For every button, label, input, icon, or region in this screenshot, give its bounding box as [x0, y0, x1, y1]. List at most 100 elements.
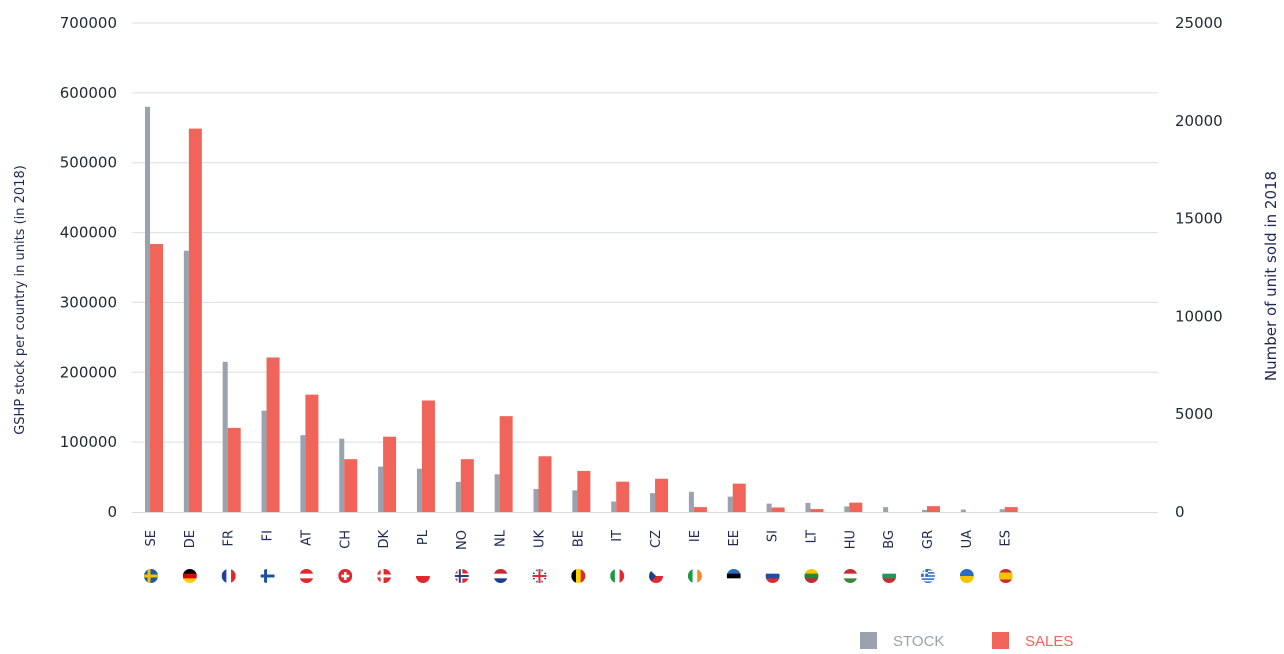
- category-label-lt: LT: [804, 530, 819, 543]
- category-label-ie: IE: [688, 530, 703, 542]
- sales-bar-gr: [927, 506, 940, 512]
- sales-bar-pl: [421, 400, 435, 512]
- category-label-si: SI: [766, 530, 781, 542]
- stock-bar-fr: [222, 361, 228, 512]
- flag-lt-icon: [804, 569, 819, 583]
- flag-at-icon: [299, 569, 314, 583]
- flag-si-icon: [765, 569, 780, 583]
- legend-swatch-stock: [860, 632, 877, 649]
- sales-bar-ee: [732, 483, 746, 512]
- sales-bar-lt: [810, 509, 824, 512]
- category-label-se: SE: [144, 530, 159, 546]
- bars: [145, 106, 1018, 512]
- category-label-de: DE: [183, 530, 198, 548]
- flag-de-icon: [182, 569, 197, 583]
- y-left-tick-label: 500000: [60, 154, 117, 172]
- category-label-no: NO: [455, 530, 470, 550]
- stock-bar-de: [183, 250, 189, 512]
- flag-ua-icon: [959, 569, 974, 583]
- category-label-it: IT: [610, 530, 625, 542]
- stock-bar-ee: [727, 496, 733, 512]
- y-left-tick-label: 600000: [60, 84, 117, 102]
- category-label-uk: UK: [533, 530, 548, 549]
- sales-bar-be: [577, 470, 591, 512]
- sales-bar-cz: [655, 478, 669, 512]
- flag-pl-icon: [415, 569, 430, 583]
- legend-label-stock: STOCK: [893, 633, 944, 649]
- sales-bar-fr: [227, 427, 241, 512]
- sales-bar-hu: [849, 502, 863, 512]
- category-label-pl: PL: [416, 529, 431, 545]
- category-label-fr: FR: [222, 530, 237, 547]
- stock-bar-lt: [805, 502, 811, 512]
- flag-cz-icon: [649, 569, 664, 583]
- flag-se-icon: [144, 569, 158, 583]
- flag-fi-icon: [260, 569, 275, 583]
- flag-no-icon: [454, 569, 469, 583]
- sales-bar-no: [460, 459, 474, 512]
- sales-bar-ie: [693, 507, 707, 512]
- flag-hu-icon: [843, 569, 858, 583]
- sales-bar-ch: [344, 459, 358, 512]
- category-label-dk: DK: [377, 530, 392, 549]
- category-label-be: BE: [571, 530, 586, 547]
- stock-bar-ie: [688, 491, 694, 512]
- y-right-tick-label: 10000: [1175, 307, 1223, 325]
- y-left-tick-label: 0: [107, 503, 117, 521]
- flag-ie-icon: [687, 569, 702, 583]
- y-right-tick-label: 20000: [1175, 112, 1223, 130]
- stock-bar-no: [455, 481, 461, 512]
- y-right-tick-label: 25000: [1175, 14, 1223, 32]
- sales-bar-at: [305, 394, 319, 512]
- sales-bar-es: [1004, 507, 1018, 512]
- sales-bar-fi: [266, 357, 280, 512]
- stock-bar-hu: [844, 506, 850, 512]
- flag-bg-icon: [882, 569, 897, 583]
- legend-swatch-sales: [992, 632, 1009, 649]
- legend-label-sales: SALES: [1025, 633, 1073, 649]
- y-left-tick-label: 400000: [60, 224, 117, 242]
- stock-bar-it: [611, 501, 617, 512]
- category-label-gr: GR: [921, 530, 936, 549]
- stock-bar-dk: [378, 466, 384, 512]
- stock-bar-pl: [416, 468, 422, 512]
- category-label-ua: UA: [960, 530, 975, 549]
- y-right-tick-label: 0: [1175, 503, 1185, 521]
- flag-nl-icon: [493, 569, 508, 583]
- stock-bar-cz: [650, 493, 656, 512]
- category-label-ee: EE: [727, 530, 742, 546]
- flag-ee-icon: [726, 569, 741, 583]
- y-right-tick-label: 5000: [1175, 405, 1213, 423]
- flag-fr-icon: [221, 569, 236, 583]
- legend: STOCK SALES: [860, 632, 1073, 650]
- flag-ch-icon: [338, 569, 353, 583]
- y-right-tick-label: 15000: [1175, 210, 1223, 228]
- category-label-fi: FI: [261, 530, 276, 541]
- category-label-hu: HU: [843, 530, 858, 549]
- y-left-tick-label: 300000: [60, 293, 117, 311]
- category-label-at: AT: [299, 530, 314, 546]
- stock-bar-ua: [960, 509, 966, 512]
- sales-bar-de: [188, 128, 202, 512]
- y-right-axis-label: Number of unit sold in 2018: [1262, 171, 1280, 381]
- y-left-tick-label: 100000: [60, 433, 117, 451]
- sales-bar-se: [150, 244, 163, 512]
- sales-bar-uk: [538, 456, 552, 512]
- category-label-bg: BG: [882, 530, 897, 549]
- stock-bar-be: [572, 490, 578, 512]
- flag-be-icon: [571, 569, 586, 583]
- y-left-axis-label: GSHP stock per country in units (in 2018…: [13, 165, 28, 435]
- y-left-tick-label: 700000: [60, 14, 117, 32]
- stock-bar-uk: [533, 488, 539, 512]
- stock-bar-fi: [261, 410, 267, 512]
- sales-bar-dk: [383, 436, 397, 512]
- gridlines: [132, 22, 1158, 443]
- flag-es-icon: [998, 569, 1013, 583]
- flag-uk-icon: [532, 569, 547, 583]
- stock-bar-ch: [339, 438, 345, 512]
- stock-bar-gr: [922, 509, 927, 512]
- stock-bar-at: [300, 435, 306, 512]
- stock-bar-es: [999, 509, 1005, 512]
